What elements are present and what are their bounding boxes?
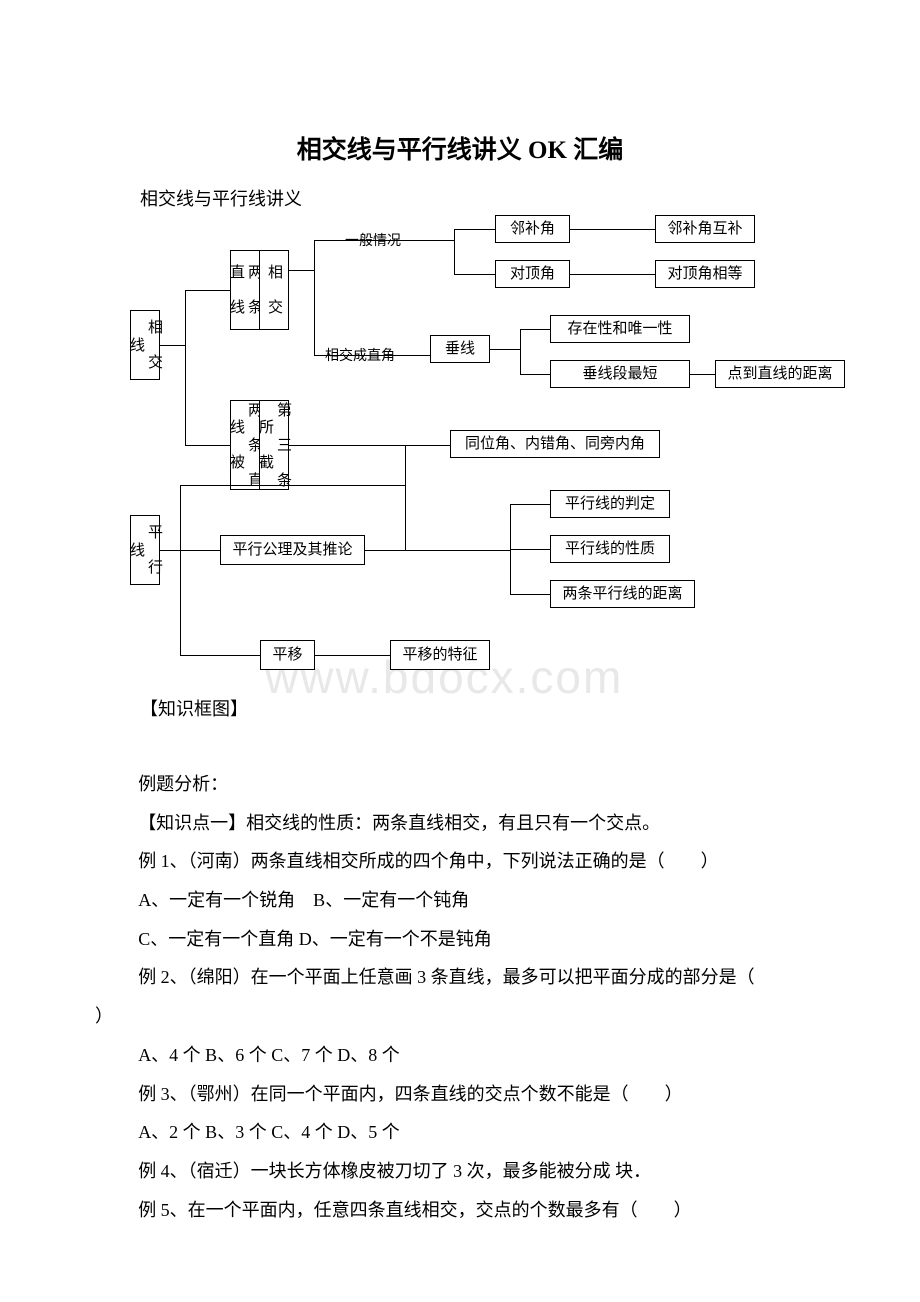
section-label: 【知识框图】 — [140, 695, 248, 721]
box-unique: 存在性和唯一性 — [550, 315, 690, 343]
box-judge: 平行线的判定 — [550, 490, 670, 518]
box-third-line: 第 三 条 所 截 — [259, 400, 289, 490]
box-angles3: 同位角、内错角、同旁内角 — [450, 430, 660, 458]
p-ex5: 例 5、在一个平面内，任意四条直线相交，交点的个数最多有（ ） — [95, 1191, 835, 1230]
p-analysis: 例题分析： — [95, 765, 835, 804]
p-ex1-cd: C、一定有一个直角 D、一定有一个不是钝角 — [95, 920, 835, 959]
box-property: 平行线的性质 — [550, 535, 670, 563]
box-axiom: 平行公理及其推论 — [220, 535, 365, 565]
box-translate: 平移 — [260, 640, 315, 670]
box-vert-angle-prop: 对顶角相等 — [655, 260, 755, 288]
page-title: 相交线与平行线讲义 OK 汇编 — [0, 130, 920, 166]
box-parallel-lines: 平 行 线 — [130, 515, 160, 585]
box-two-lines: 两 条 直 线 — [230, 250, 260, 330]
content-body: 例题分析： 【知识点一】相交线的性质：两条直线相交，有且只有一个交点。 例 1、… — [95, 765, 835, 1229]
box-adj-angle-prop: 邻补角互补 — [655, 215, 755, 243]
knowledge-diagram: www.bdocx.com 相 交 线 平 行 线 两 条 直 线 相 交 两 … — [130, 215, 820, 680]
box-adj-angle: 邻补角 — [495, 215, 570, 243]
p-ex4: 例 4、（宿迁）一块长方体橡皮被刀切了 3 次，最多能被分成 块． — [95, 1152, 835, 1191]
p-ex2: 例 2、（绵阳）在一个平面上任意画 3 条直线，最多可以把平面分成的部分是（ — [95, 958, 835, 997]
box-intersect: 相 交 — [259, 250, 289, 330]
subtitle: 相交线与平行线讲义 — [140, 185, 302, 211]
box-perp: 垂线 — [430, 335, 490, 363]
p-ex2-opts: A、4 个 B、6 个 C、7 个 D、8 个 — [95, 1036, 835, 1075]
box-vert-angle: 对顶角 — [495, 260, 570, 288]
p-ex3-opts: A、2 个 B、3 个 C、4 个 D、5 个 — [95, 1113, 835, 1152]
p-ex2b: ） — [95, 997, 835, 1036]
box-distance: 点到直线的距离 — [715, 360, 845, 388]
p-ex3: 例 3、（鄂州）在同一个平面内，四条直线的交点个数不能是（ ） — [95, 1075, 835, 1114]
p-ex1: 例 1、（河南）两条直线相交所成的四个角中，下列说法正确的是（ ） — [95, 842, 835, 881]
box-two-dist: 两条平行线的距离 — [550, 580, 695, 608]
box-shortest: 垂线段最短 — [550, 360, 690, 388]
box-trans-prop: 平移的特征 — [390, 640, 490, 670]
p-kp1: 【知识点一】相交线的性质：两条直线相交，有且只有一个交点。 — [95, 804, 835, 843]
box-intersect-lines: 相 交 线 — [130, 310, 160, 380]
p-ex1-ab: A、一定有一个锐角 B、一定有一个钝角 — [95, 881, 835, 920]
